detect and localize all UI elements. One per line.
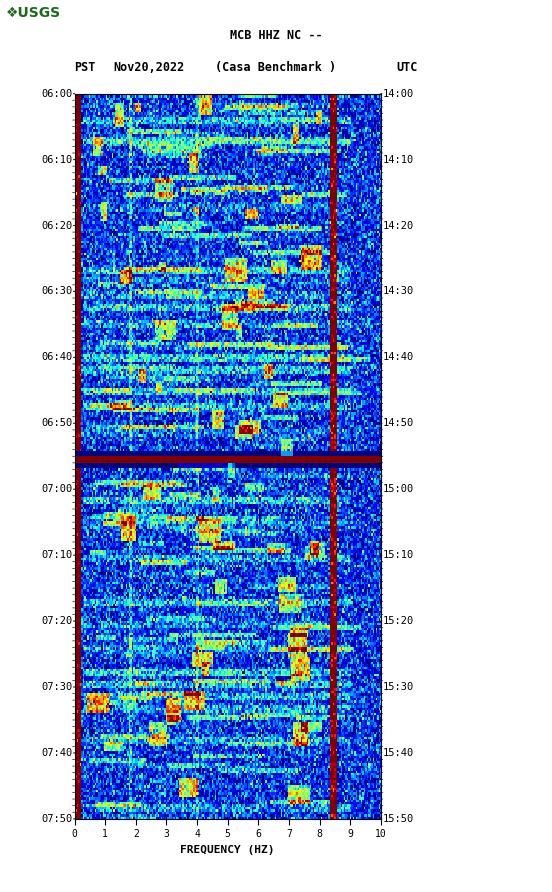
Text: 07:00: 07:00 (42, 484, 73, 494)
Text: 06:10: 06:10 (42, 154, 73, 165)
Text: 15:10: 15:10 (383, 550, 413, 560)
Text: 15:40: 15:40 (383, 747, 413, 758)
Text: UTC: UTC (396, 61, 418, 74)
Text: 14:10: 14:10 (383, 154, 413, 165)
Text: 06:00: 06:00 (42, 88, 73, 99)
Text: PST: PST (75, 61, 96, 74)
Text: (Casa Benchmark ): (Casa Benchmark ) (215, 61, 337, 74)
Text: Nov20,2022: Nov20,2022 (113, 61, 184, 74)
Text: 14:00: 14:00 (383, 88, 413, 99)
Text: 06:40: 06:40 (42, 352, 73, 362)
Text: 07:50: 07:50 (42, 814, 73, 824)
Text: 07:10: 07:10 (42, 550, 73, 560)
Text: 15:50: 15:50 (383, 814, 413, 824)
Text: 06:30: 06:30 (42, 286, 73, 296)
Text: 15:00: 15:00 (383, 484, 413, 494)
Text: 15:30: 15:30 (383, 682, 413, 692)
Text: 07:20: 07:20 (42, 616, 73, 626)
Text: 15:20: 15:20 (383, 616, 413, 626)
Text: 14:50: 14:50 (383, 418, 413, 428)
Text: 06:20: 06:20 (42, 220, 73, 230)
Text: 14:20: 14:20 (383, 220, 413, 230)
Text: 06:50: 06:50 (42, 418, 73, 428)
X-axis label: FREQUENCY (HZ): FREQUENCY (HZ) (181, 845, 275, 855)
Text: ❖USGS: ❖USGS (6, 6, 61, 21)
Text: MCB HHZ NC --: MCB HHZ NC -- (230, 29, 322, 42)
Text: 07:40: 07:40 (42, 747, 73, 758)
Text: 14:40: 14:40 (383, 352, 413, 362)
Text: 07:30: 07:30 (42, 682, 73, 692)
Text: 14:30: 14:30 (383, 286, 413, 296)
